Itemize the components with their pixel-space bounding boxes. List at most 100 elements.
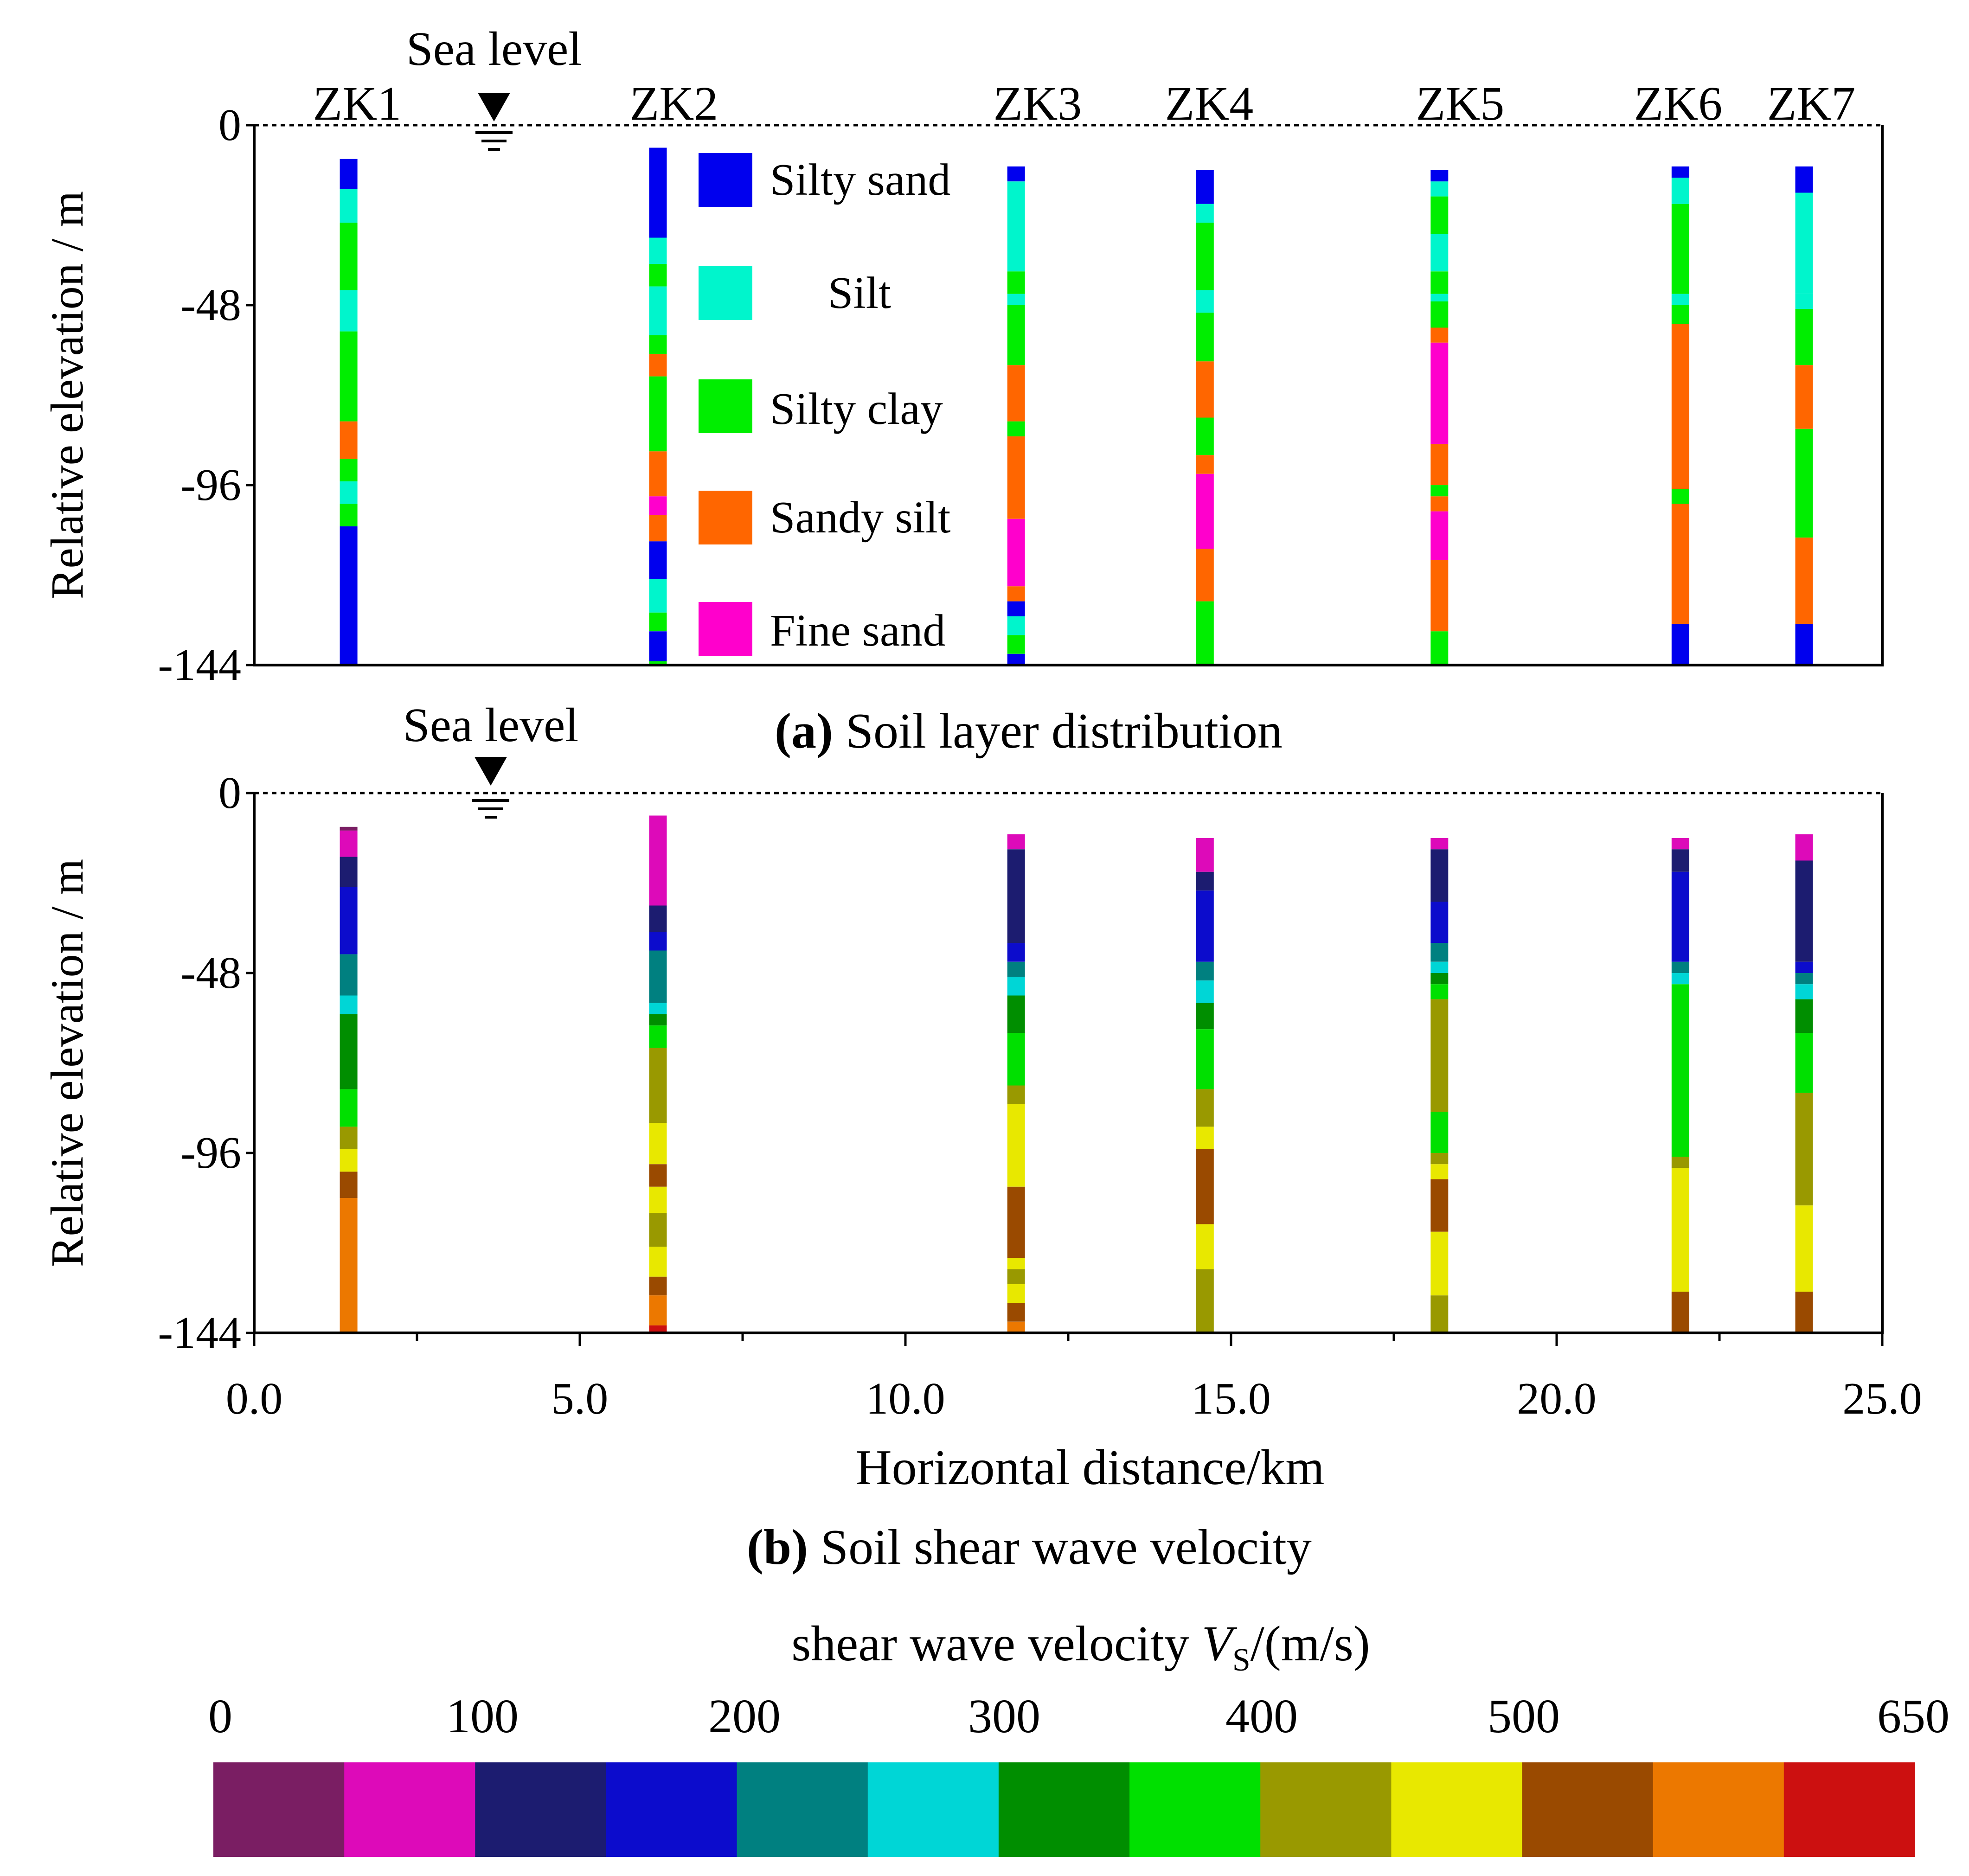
colorbar-tick-label: 200 bbox=[708, 1690, 781, 1743]
layer-segment-zk3-silty-clay bbox=[1007, 421, 1025, 436]
velocity-segment-zk1 bbox=[340, 826, 358, 831]
velocity-segment-zk1 bbox=[340, 1198, 358, 1333]
colorbar-title: shear wave velocity VS/(m/s) bbox=[791, 1616, 1370, 1678]
layer-segment-zk2-sandy-silt bbox=[649, 515, 667, 542]
layer-segment-zk4-sandy-silt bbox=[1196, 549, 1214, 602]
layer-segment-zk3-silty-sand bbox=[1007, 166, 1025, 182]
layer-segment-zk7-sandy-silt bbox=[1795, 365, 1813, 429]
colorbar-tick-label: 300 bbox=[968, 1690, 1040, 1743]
velocity-segment-zk7 bbox=[1795, 984, 1813, 999]
velocity-segment-zk4 bbox=[1196, 890, 1214, 962]
panel-b-caption-text: Soil shear wave velocity bbox=[808, 1520, 1312, 1575]
colorbar-cell bbox=[737, 1762, 868, 1857]
colorbar-cell bbox=[1129, 1762, 1261, 1857]
velocity-segment-zk3 bbox=[1007, 995, 1025, 1033]
layer-segment-zk5-silty-clay bbox=[1430, 485, 1449, 497]
panel-a-soil-layers: 0 -48 -96 -144 Relative elevation / m Se… bbox=[41, 22, 1884, 759]
layer-segment-zk2-silty-clay bbox=[649, 335, 667, 354]
panel-b-caption: (b) Soil shear wave velocity bbox=[747, 1520, 1312, 1575]
layer-segment-zk7-silty-clay bbox=[1795, 309, 1813, 365]
velocity-segment-zk6 bbox=[1671, 1157, 1689, 1168]
layer-segment-zk4-silty-clay bbox=[1196, 601, 1214, 665]
velocity-segment-zk5 bbox=[1430, 973, 1449, 985]
velocity-segment-zk6 bbox=[1671, 849, 1689, 872]
colorbar-cell bbox=[475, 1762, 607, 1857]
legend-swatch-fine-sand bbox=[699, 602, 752, 656]
layer-segment-zk4-silty-clay bbox=[1196, 313, 1214, 362]
velocity-segment-zk3 bbox=[1007, 849, 1025, 943]
velocity-segment-zk5 bbox=[1430, 943, 1449, 962]
layer-segment-zk3-silty-sand bbox=[1007, 653, 1025, 666]
layer-segment-zk3-silt bbox=[1007, 616, 1025, 635]
velocity-segment-zk3 bbox=[1007, 1269, 1025, 1284]
layer-segment-zk5-silty-clay bbox=[1430, 196, 1449, 234]
velocity-segment-zk2 bbox=[649, 1025, 667, 1048]
velocity-segment-zk1 bbox=[340, 1172, 358, 1198]
colorbar-tick-label: 400 bbox=[1225, 1690, 1298, 1743]
velocity-segment-zk5 bbox=[1430, 849, 1449, 902]
layer-segment-zk7-silt bbox=[1795, 192, 1813, 294]
panel-b-xtick-label: 25.0 bbox=[1842, 1374, 1922, 1424]
colorbar-cell bbox=[344, 1762, 475, 1857]
velocity-segment-zk7 bbox=[1795, 961, 1813, 973]
velocity-segment-zk2 bbox=[649, 905, 667, 932]
velocity-segment-zk4 bbox=[1196, 1089, 1214, 1127]
layer-segment-zk5-silt bbox=[1430, 234, 1449, 272]
velocity-segment-zk4 bbox=[1196, 1149, 1214, 1224]
panel-b-xtick-label: 20.0 bbox=[1517, 1374, 1597, 1424]
layer-segment-zk7-silty-clay bbox=[1795, 429, 1813, 538]
velocity-segment-zk3 bbox=[1007, 1085, 1025, 1104]
colorbar-tick-label: 650 bbox=[1877, 1690, 1950, 1743]
legend-swatch-sandy-silt bbox=[699, 491, 752, 544]
layer-segment-zk1-silty-sand bbox=[340, 526, 358, 665]
panel-b-xtick-label: 10.0 bbox=[866, 1374, 945, 1424]
layer-segment-zk5-silty-clay bbox=[1430, 301, 1449, 328]
layer-segment-zk4-silty-clay bbox=[1196, 223, 1214, 290]
colorbar-cell bbox=[1260, 1762, 1392, 1857]
layer-segment-zk3-fine-sand bbox=[1007, 519, 1025, 587]
velocity-segment-zk1 bbox=[340, 857, 358, 887]
velocity-segment-zk7 bbox=[1795, 1093, 1813, 1206]
layer-segment-zk1-silt bbox=[340, 481, 358, 504]
velocity-segment-zk5 bbox=[1430, 1112, 1449, 1153]
layer-segment-zk7-sandy-silt bbox=[1795, 538, 1813, 624]
colorbar-tick-label: 0 bbox=[208, 1690, 232, 1743]
layer-segment-zk6-silt bbox=[1671, 178, 1689, 204]
layer-segment-zk5-sandy-silt bbox=[1430, 327, 1449, 343]
layer-segment-zk4-sandy-silt bbox=[1196, 455, 1214, 474]
layer-segment-zk5-sandy-silt bbox=[1430, 496, 1449, 512]
borehole-label-zk6: ZK6 bbox=[1634, 77, 1723, 130]
layer-segment-zk3-silty-clay bbox=[1007, 271, 1025, 294]
layer-segment-zk6-silt bbox=[1671, 294, 1689, 306]
velocity-segment-zk2 bbox=[649, 1276, 667, 1296]
layer-segment-zk2-silty-clay bbox=[649, 264, 667, 287]
legend-label-fine-sand: Fine sand bbox=[770, 606, 945, 656]
velocity-segment-zk2 bbox=[649, 1247, 667, 1277]
panel-b-shear-wave-velocity: 0 -48 -96 -144 Relative elevation / m 0.… bbox=[41, 698, 1922, 1575]
borehole-label-zk1: ZK1 bbox=[313, 77, 402, 130]
velocity-segment-zk2 bbox=[649, 1048, 667, 1123]
layer-segment-zk3-silt bbox=[1007, 181, 1025, 272]
colorbar-title-unit: /(m/s) bbox=[1251, 1616, 1370, 1671]
panel-a-caption: (a) Soil layer distribution bbox=[775, 704, 1283, 759]
velocity-segment-zk2 bbox=[649, 1003, 667, 1014]
panel-b-ytick-label: -96 bbox=[180, 1128, 241, 1178]
panel-b-x-axis-ticks bbox=[253, 1333, 1884, 1346]
velocity-segment-zk6 bbox=[1671, 871, 1689, 962]
panel-a-legend: Silty sand Silt Silty clay Sandy silt Fi… bbox=[699, 153, 950, 656]
panel-b-borehole-columns bbox=[340, 815, 1813, 1333]
borehole-label-zk4: ZK4 bbox=[1165, 77, 1254, 130]
layer-segment-zk1-silty-clay bbox=[340, 331, 358, 422]
borehole-label-zk5: ZK5 bbox=[1416, 77, 1505, 130]
colorbar-cell bbox=[1653, 1762, 1784, 1857]
panel-b-y-axis-label: Relative elevation / m bbox=[41, 859, 93, 1267]
velocity-segment-zk5 bbox=[1430, 999, 1449, 1112]
velocity-segment-zk1 bbox=[340, 1014, 358, 1089]
layer-segment-zk2-silty-sand bbox=[649, 541, 667, 579]
panel-a-sea-level-label: Sea level bbox=[406, 22, 582, 76]
colorbar-cell bbox=[606, 1762, 738, 1857]
layer-segment-zk5-silty-sand bbox=[1430, 170, 1449, 182]
panel-a-ytick-label: -96 bbox=[180, 460, 241, 510]
